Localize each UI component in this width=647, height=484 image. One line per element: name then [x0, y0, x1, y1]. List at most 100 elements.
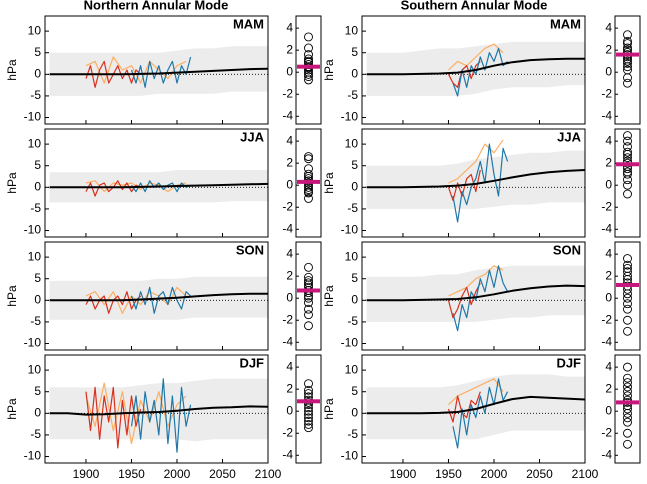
strip-y-tick-label: -2 [601, 425, 612, 439]
panel-frame [44, 15, 269, 125]
y-axis-label: hPa [322, 59, 336, 81]
mean-bar [297, 179, 320, 184]
strip-frame [614, 241, 641, 351]
model-circle [623, 175, 632, 185]
y-tick-label: 5 [34, 384, 41, 398]
y-tick-label: 10 [345, 136, 359, 150]
y-tick-label: 10 [345, 249, 359, 263]
y-tick-label: 0 [34, 66, 41, 80]
y-tick-label: 0 [351, 405, 358, 419]
model-circle [304, 410, 313, 419]
model-circle [304, 152, 313, 162]
strip-y-tick-label: 0 [286, 64, 293, 78]
strip-y-tick-label: -2 [282, 86, 293, 100]
strip-y-tick-label: -2 [601, 199, 612, 213]
y-tick-label: -5 [30, 314, 41, 328]
strip-y-tick-label: 4 [286, 20, 293, 34]
strip-frame [295, 241, 322, 351]
strip-y-tick-label: 4 [605, 133, 612, 147]
strip-y-tick-label: 0 [286, 403, 293, 417]
strip-frame [614, 15, 641, 125]
plot-area [362, 374, 585, 449]
panel-title: MAM [550, 16, 581, 31]
model-circle [623, 78, 632, 88]
mean-line [49, 405, 268, 416]
y-tick-label: -5 [347, 314, 358, 328]
y-tick-label: 0 [34, 405, 41, 419]
mean-line [49, 67, 268, 76]
obs-line [130, 378, 192, 453]
model-circle [623, 386, 632, 396]
y-tick-label: -10 [341, 110, 359, 124]
y-tick-label: 0 [351, 66, 358, 80]
model-circle [304, 75, 313, 85]
plot-area [45, 170, 268, 203]
model-circle [304, 169, 313, 179]
model-circle [623, 391, 632, 401]
mean-line [49, 182, 268, 189]
strip-y-tick-label: -4 [601, 334, 612, 348]
model-circle [623, 404, 632, 414]
y-tick-label: 0 [351, 292, 358, 306]
obs-line [448, 265, 504, 297]
strip-y-tick-label: -4 [282, 334, 293, 348]
strip-y-tick-label: -4 [601, 221, 612, 235]
strip-y-tick-label: 4 [605, 20, 612, 34]
strip-y-tick-label: 0 [605, 64, 612, 78]
strip-y-tick-label: 2 [605, 381, 612, 395]
column-title: Southern Annular Mode [401, 0, 548, 12]
model-circle [623, 254, 632, 263]
obs-line [85, 386, 142, 449]
strip-y-tick-label: -4 [282, 221, 293, 235]
strip-y-tick-label: 2 [605, 155, 612, 169]
spread-band [366, 41, 585, 96]
strip-y-tick-label: 2 [286, 42, 293, 56]
model-circle [623, 39, 632, 49]
obs-line [452, 265, 509, 332]
model-circle [623, 43, 632, 53]
strip-y-tick-label: 0 [605, 177, 612, 191]
model-circle [623, 293, 632, 303]
strip-y-tick-label: 4 [286, 246, 293, 260]
spread-band [49, 378, 268, 442]
strip-y-tick-label: 0 [605, 290, 612, 304]
panel-frame [361, 354, 586, 464]
y-tick-label: -10 [341, 223, 359, 237]
model-circle [623, 56, 632, 66]
x-tick-label: 2100 [572, 467, 599, 481]
y-tick-label: 5 [351, 384, 358, 398]
model-circle [623, 428, 632, 438]
y-tick-label: 5 [34, 271, 41, 285]
y-tick-label: -10 [24, 223, 42, 237]
y-axis-label: hPa [5, 172, 19, 194]
strip-y-tick-label: 0 [605, 403, 612, 417]
model-circle [304, 416, 313, 426]
panel-frame [44, 241, 269, 351]
model-circle [304, 69, 313, 79]
y-tick-label: 10 [28, 362, 42, 376]
model-circle [623, 58, 632, 68]
model-circle [623, 289, 632, 299]
model-circle [304, 385, 313, 395]
panel-title: JJA [240, 129, 264, 144]
obs-line [130, 286, 192, 314]
spread-band [366, 374, 585, 440]
spread-band [49, 46, 268, 96]
obs-line [452, 143, 509, 223]
y-axis-label: hPa [5, 398, 19, 420]
obs-line [447, 391, 481, 423]
mean-line [366, 57, 585, 76]
model-circle [623, 373, 632, 383]
x-tick-label: 2050 [526, 467, 553, 481]
strip-y-tick-label: -2 [282, 199, 293, 213]
y-tick-label: -10 [24, 336, 42, 350]
x-tick-label: 2000 [164, 467, 191, 481]
model-circle [623, 147, 632, 157]
model-circle [623, 30, 632, 40]
y-tick-label: -5 [30, 427, 41, 441]
plot-area [362, 41, 585, 97]
model-circle [623, 326, 632, 336]
model-circle [623, 439, 632, 449]
plot-area [362, 139, 585, 223]
mean-bar [616, 400, 639, 405]
